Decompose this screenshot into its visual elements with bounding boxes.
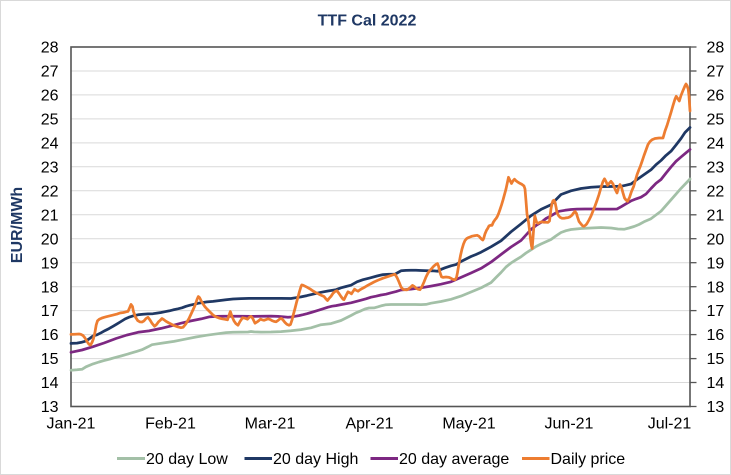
svg-text:19: 19: [707, 255, 725, 272]
svg-text:20 day average: 20 day average: [399, 451, 509, 468]
svg-text:18: 18: [41, 279, 59, 296]
svg-text:13: 13: [41, 399, 59, 416]
svg-text:22: 22: [41, 183, 59, 200]
svg-text:20 day Low: 20 day Low: [146, 451, 228, 468]
svg-text:Feb-21: Feb-21: [145, 416, 196, 433]
svg-text:25: 25: [41, 112, 59, 129]
svg-text:Daily price: Daily price: [551, 451, 626, 468]
svg-text:22: 22: [707, 183, 725, 200]
svg-text:Apr-21: Apr-21: [345, 416, 393, 433]
svg-text:EUR/MWh: EUR/MWh: [9, 187, 26, 263]
svg-text:21: 21: [41, 207, 59, 224]
svg-text:20: 20: [707, 231, 725, 248]
svg-text:14: 14: [707, 375, 725, 392]
svg-text:18: 18: [707, 279, 725, 296]
svg-text:TTF Cal 2022: TTF Cal 2022: [318, 13, 417, 30]
svg-text:15: 15: [41, 351, 59, 368]
svg-text:25: 25: [707, 112, 725, 129]
svg-text:27: 27: [41, 64, 59, 81]
svg-text:16: 16: [41, 327, 59, 344]
svg-text:17: 17: [707, 303, 725, 320]
svg-text:26: 26: [707, 88, 725, 105]
svg-text:15: 15: [707, 351, 725, 368]
svg-text:17: 17: [41, 303, 59, 320]
svg-text:23: 23: [707, 159, 725, 176]
svg-text:Jul-21: Jul-21: [648, 416, 692, 433]
svg-text:24: 24: [707, 136, 725, 153]
svg-text:27: 27: [707, 64, 725, 81]
svg-text:14: 14: [41, 375, 59, 392]
svg-text:23: 23: [41, 159, 59, 176]
svg-text:28: 28: [707, 40, 725, 57]
svg-text:20 day High: 20 day High: [273, 451, 358, 468]
svg-text:13: 13: [707, 399, 725, 416]
svg-text:Jan-21: Jan-21: [47, 416, 96, 433]
svg-text:19: 19: [41, 255, 59, 272]
svg-text:May-21: May-21: [442, 416, 495, 433]
svg-text:26: 26: [41, 88, 59, 105]
svg-text:28: 28: [41, 40, 59, 57]
svg-text:16: 16: [707, 327, 725, 344]
svg-text:24: 24: [41, 136, 59, 153]
svg-text:20: 20: [41, 231, 59, 248]
svg-text:Jun-21: Jun-21: [545, 416, 594, 433]
svg-text:21: 21: [707, 207, 725, 224]
svg-text:Mar-21: Mar-21: [245, 416, 296, 433]
